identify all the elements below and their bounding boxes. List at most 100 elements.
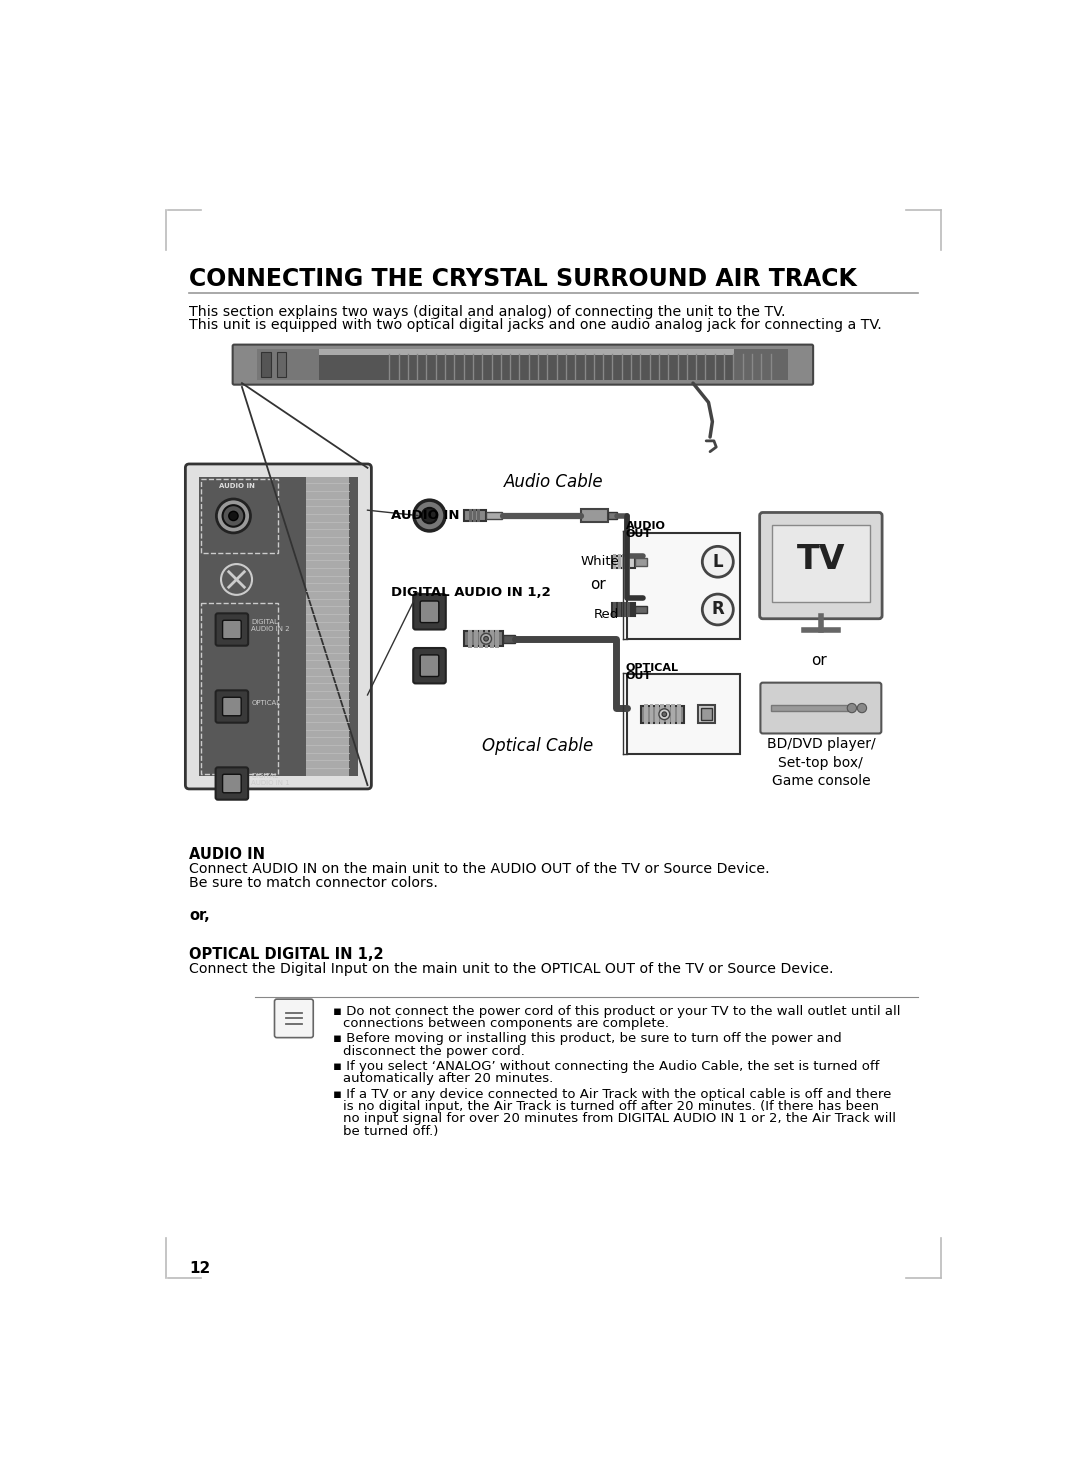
Text: Connect AUDIO IN on the main unit to the AUDIO OUT of the TV or Source Device.: Connect AUDIO IN on the main unit to the… <box>189 862 770 876</box>
Text: or: or <box>811 653 826 667</box>
Text: DIGITAL
AUDIO IN 2: DIGITAL AUDIO IN 2 <box>252 619 289 632</box>
Bar <box>622 602 625 617</box>
Text: Optical Cable: Optical Cable <box>483 738 594 756</box>
Bar <box>656 704 659 725</box>
Circle shape <box>484 636 488 641</box>
Bar <box>627 554 631 570</box>
Bar <box>627 675 740 754</box>
Bar <box>666 704 670 725</box>
Text: DIGITAL
AUDIO IN 1: DIGITAL AUDIO IN 1 <box>252 773 291 787</box>
FancyBboxPatch shape <box>216 767 248 800</box>
Bar <box>613 554 617 570</box>
Text: This section explains two ways (digital and analog) of connecting the unit to th: This section explains two ways (digital … <box>189 305 786 318</box>
Text: Audio Cable: Audio Cable <box>503 473 604 491</box>
Text: Red: Red <box>594 608 619 620</box>
Text: White: White <box>581 555 619 569</box>
Circle shape <box>702 546 733 577</box>
Bar <box>257 349 788 355</box>
Circle shape <box>216 499 251 533</box>
Bar <box>622 554 625 570</box>
Bar <box>199 477 359 776</box>
Bar <box>201 602 279 773</box>
Circle shape <box>221 564 252 595</box>
Bar <box>261 352 271 377</box>
FancyBboxPatch shape <box>414 648 446 683</box>
Bar <box>306 477 349 776</box>
Bar <box>257 349 320 380</box>
Text: OPTICAL: OPTICAL <box>252 700 281 706</box>
FancyBboxPatch shape <box>186 464 372 790</box>
Circle shape <box>422 508 437 523</box>
Text: no input signal for over 20 minutes from DIGITAL AUDIO IN 1 or 2, the Air Track : no input signal for over 20 minutes from… <box>343 1112 896 1125</box>
Bar <box>661 704 664 725</box>
Bar <box>772 524 869 602</box>
FancyBboxPatch shape <box>420 655 438 676</box>
Bar <box>486 513 501 518</box>
FancyBboxPatch shape <box>420 601 438 623</box>
Bar <box>644 704 648 725</box>
Text: OPTICAL: OPTICAL <box>625 663 678 673</box>
Circle shape <box>662 711 666 716</box>
FancyBboxPatch shape <box>414 594 446 629</box>
Text: or: or <box>590 577 606 592</box>
Text: ▪ If you select ‘ANALOG’ without connecting the Audio Cable, the set is turned o: ▪ If you select ‘ANALOG’ without connect… <box>333 1061 879 1072</box>
Bar <box>618 602 621 617</box>
Text: DIGITAL AUDIO IN 1,2: DIGITAL AUDIO IN 1,2 <box>391 586 551 600</box>
Circle shape <box>414 501 445 530</box>
Text: BD/DVD player/
Set-top box/
Game console: BD/DVD player/ Set-top box/ Game console <box>767 738 875 788</box>
Bar <box>635 558 647 566</box>
Bar <box>627 602 631 617</box>
Bar <box>476 508 480 523</box>
Bar <box>613 602 617 617</box>
FancyBboxPatch shape <box>759 513 882 619</box>
Bar <box>464 510 486 521</box>
Text: TV: TV <box>797 544 846 576</box>
Text: AUDIO: AUDIO <box>625 521 665 530</box>
Bar <box>474 629 477 648</box>
Text: disconnect the power cord.: disconnect the power cord. <box>343 1044 525 1058</box>
Bar <box>618 554 621 570</box>
Bar <box>581 510 608 521</box>
Text: AUDIO IN: AUDIO IN <box>391 510 459 521</box>
Bar <box>469 629 472 648</box>
Bar <box>611 604 635 616</box>
Bar <box>627 533 740 639</box>
Bar <box>611 555 635 569</box>
Bar <box>276 352 286 377</box>
Text: 12: 12 <box>189 1261 211 1276</box>
Text: be turned off.): be turned off.) <box>343 1124 438 1137</box>
FancyBboxPatch shape <box>760 682 881 734</box>
Bar <box>649 704 653 725</box>
Bar <box>701 709 712 720</box>
Bar <box>677 704 680 725</box>
Circle shape <box>222 505 244 527</box>
FancyBboxPatch shape <box>274 999 313 1037</box>
Bar <box>635 605 647 613</box>
FancyBboxPatch shape <box>216 691 248 723</box>
Text: Be sure to match connector colors.: Be sure to match connector colors. <box>189 876 438 890</box>
FancyBboxPatch shape <box>216 613 248 645</box>
Text: ▪ Do not connect the power cord of this product or your TV to the wall outlet un: ▪ Do not connect the power cord of this … <box>333 1005 900 1018</box>
Bar <box>496 629 499 648</box>
Bar <box>464 630 503 647</box>
Circle shape <box>858 704 866 713</box>
Text: OPTICAL DIGITAL IN 1,2: OPTICAL DIGITAL IN 1,2 <box>189 947 383 962</box>
Bar <box>734 349 788 380</box>
Text: ▪ Before moving or installing this product, be sure to turn off the power and: ▪ Before moving or installing this produ… <box>333 1033 841 1046</box>
Text: or,: or, <box>189 909 210 924</box>
Text: connections between components are complete.: connections between components are compl… <box>343 1016 670 1030</box>
Circle shape <box>229 511 238 520</box>
Bar <box>473 508 476 523</box>
FancyBboxPatch shape <box>232 345 813 384</box>
Text: AUDIO IN: AUDIO IN <box>219 483 255 489</box>
Text: R: R <box>712 601 725 619</box>
Text: This unit is equipped with two optical digital jacks and one audio analog jack f: This unit is equipped with two optical d… <box>189 318 882 333</box>
Bar <box>672 704 675 725</box>
Bar <box>257 349 788 380</box>
Bar <box>490 629 494 648</box>
Circle shape <box>847 704 856 713</box>
Circle shape <box>702 594 733 625</box>
Text: OUT: OUT <box>625 529 651 539</box>
Bar <box>642 706 684 723</box>
Circle shape <box>481 633 491 644</box>
